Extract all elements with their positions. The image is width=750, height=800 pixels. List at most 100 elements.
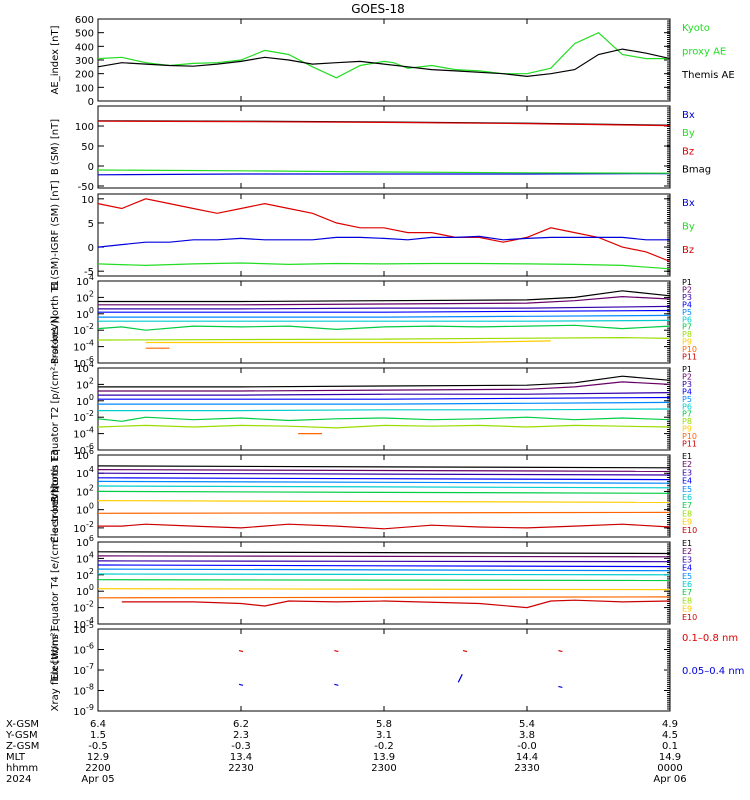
y-tick-label: 600 — [75, 15, 94, 26]
y-tick-label: 102 — [76, 483, 94, 498]
axis-tick-value: 3.1 — [376, 730, 392, 741]
y-tick-label: 104 — [76, 360, 94, 375]
axis-tick-value: 3.8 — [519, 730, 535, 741]
legend-entry: E4 — [682, 477, 692, 486]
series-line — [98, 336, 671, 341]
legend-entry: E7 — [682, 588, 692, 597]
legend-entry: P5 — [682, 395, 692, 404]
plot-title: GOES-18 — [351, 2, 405, 16]
legend-entry: P10 — [682, 345, 697, 354]
axis-row-label: Y-GSM — [5, 730, 38, 741]
series-line — [97, 490, 671, 494]
legend-entry: E2 — [682, 460, 692, 469]
legend-entry: E7 — [682, 501, 692, 510]
legend-entry: P4 — [682, 300, 692, 309]
series-line — [97, 416, 671, 422]
legend-entry: P7 — [682, 323, 692, 332]
y-tick-label: 500 — [75, 29, 94, 40]
series-line — [98, 319, 671, 322]
axis-row-label: 2024 — [6, 774, 31, 785]
legend-entry: P4 — [682, 387, 692, 396]
legend-entry: E2 — [682, 547, 692, 556]
y-tick-label: 10-6 — [73, 355, 94, 370]
legend-entry: E9 — [682, 605, 692, 614]
y-axis-label: Protons Equator T2 [p/(cm²-s-sr-keV)] — [50, 316, 61, 503]
series-line — [97, 560, 671, 563]
series-line — [98, 305, 671, 310]
series-line — [98, 375, 671, 388]
legend-entry: Bx — [682, 110, 695, 121]
series-line — [97, 198, 671, 263]
y-tick-label: 100 — [76, 502, 94, 517]
legend-entry: E1 — [682, 452, 692, 461]
series-line — [121, 599, 671, 609]
y-axis-label: B (SM)-IGRF (SM) [nT] — [50, 180, 61, 289]
xray-point — [462, 649, 468, 653]
series-line — [98, 392, 671, 396]
legend-entry: 0.1–0.8 nm — [682, 633, 738, 644]
y-tick-label: 10-4 — [73, 426, 94, 441]
series-line — [97, 573, 671, 576]
axis-tick-value: 2300 — [371, 763, 396, 774]
legend-entry: E5 — [682, 485, 692, 494]
series-line — [97, 477, 671, 481]
series-line — [97, 485, 671, 489]
legend-entry: P1 — [682, 365, 692, 374]
series-line — [97, 48, 671, 78]
series-line — [98, 401, 671, 405]
axis-tick-value: 0000 — [657, 763, 682, 774]
series-line — [98, 408, 671, 412]
y-tick-label: 100 — [75, 83, 94, 94]
y-tick-label: 200 — [75, 70, 94, 81]
y-axis-label: B (SM) [nT] — [50, 119, 61, 175]
y-tick-label: 10 — [81, 195, 94, 206]
legend-entry: Bx — [682, 198, 695, 209]
legend-entry: E10 — [682, 526, 697, 535]
xray-point — [558, 649, 563, 653]
y-axis-label: Electrons North T3 — [50, 449, 61, 542]
series-line — [97, 588, 671, 591]
axis-tick-value: 2230 — [228, 763, 253, 774]
axis-tick-value: 6.2 — [233, 719, 249, 730]
y-tick-label: 102 — [76, 376, 94, 391]
xray-point — [334, 649, 339, 653]
y-tick-label: 104 — [76, 550, 94, 565]
y-tick-label: 400 — [75, 42, 94, 53]
legend-entry: E1 — [682, 539, 692, 548]
axis-tick-value: 2.3 — [233, 730, 249, 741]
xray-point — [334, 683, 339, 686]
legend-entry: P8 — [682, 330, 692, 339]
y-tick-label: 104 — [76, 465, 94, 480]
legend-entry: P9 — [682, 425, 692, 434]
series-line — [97, 465, 671, 469]
legend-entry: proxy AE — [682, 46, 726, 57]
y-tick-label: 104 — [76, 273, 94, 288]
y-tick-label: 0 — [88, 243, 94, 254]
series-line — [97, 262, 671, 270]
axis-tick-value: 2330 — [514, 763, 539, 774]
xray-point — [238, 649, 244, 653]
y-tick-label: 10-9 — [73, 703, 94, 718]
series-line — [97, 31, 670, 79]
series-line — [97, 173, 671, 176]
panel-frame — [97, 541, 671, 625]
series-line — [97, 120, 671, 127]
legend-entry: P2 — [682, 285, 692, 294]
legend-entry: E3 — [682, 555, 692, 564]
axis-tick-value: 5.4 — [519, 719, 535, 730]
y-tick-label: 10-2 — [73, 600, 94, 615]
legend-entry: P3 — [682, 293, 692, 302]
y-tick-label: 10-2 — [73, 322, 94, 337]
y-tick-label: 100 — [76, 306, 94, 321]
series-line — [98, 381, 671, 392]
axis-tick-value: 0.1 — [662, 741, 678, 752]
panel-frame — [97, 105, 671, 189]
legend-entry: Bz — [682, 146, 694, 157]
y-tick-label: 100 — [75, 122, 94, 133]
y-tick-label: 0 — [88, 97, 94, 108]
y-tick-label: 50 — [81, 142, 94, 153]
series-line — [97, 511, 671, 514]
axis-row-label: Z-GSM — [6, 741, 39, 752]
legend-entry: E8 — [682, 596, 692, 605]
